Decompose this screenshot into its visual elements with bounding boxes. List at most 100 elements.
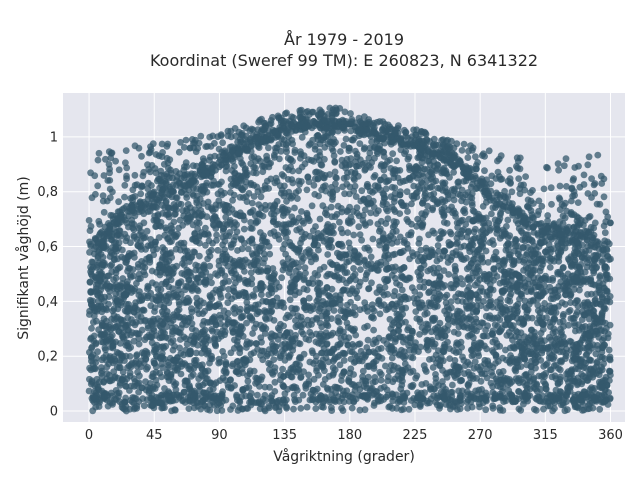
data-point xyxy=(506,378,513,385)
data-point xyxy=(512,327,519,334)
data-point xyxy=(151,360,158,367)
data-point xyxy=(584,259,591,266)
data-point xyxy=(335,318,342,325)
data-point xyxy=(428,248,435,255)
data-point xyxy=(594,253,601,260)
data-point xyxy=(199,361,206,368)
data-point xyxy=(319,357,326,364)
data-point xyxy=(345,377,352,384)
data-point xyxy=(317,152,324,159)
data-point xyxy=(209,215,216,222)
data-point xyxy=(235,370,242,377)
data-point xyxy=(356,140,363,147)
data-point xyxy=(142,378,149,385)
data-point xyxy=(470,256,477,263)
data-point xyxy=(361,299,368,306)
data-point xyxy=(328,332,335,339)
data-point xyxy=(603,287,610,294)
data-point xyxy=(111,316,118,323)
data-point xyxy=(543,386,550,393)
data-point xyxy=(254,392,261,399)
data-point xyxy=(132,303,139,310)
data-point xyxy=(196,234,203,241)
data-point xyxy=(340,329,347,336)
data-point xyxy=(502,272,509,279)
data-point xyxy=(157,301,164,308)
data-point xyxy=(474,307,481,314)
data-point xyxy=(313,339,320,346)
data-point xyxy=(150,373,157,380)
data-point xyxy=(99,373,106,380)
data-point xyxy=(431,386,438,393)
data-point xyxy=(247,313,254,320)
data-point xyxy=(393,158,400,165)
data-point xyxy=(328,213,335,220)
data-point xyxy=(487,239,494,246)
data-point xyxy=(495,263,502,270)
data-point xyxy=(101,294,108,301)
data-point xyxy=(330,370,337,377)
data-point xyxy=(285,139,292,146)
data-point xyxy=(344,170,351,177)
data-point xyxy=(341,368,348,375)
data-point xyxy=(350,232,357,239)
data-point xyxy=(87,288,94,295)
data-point xyxy=(370,236,377,243)
data-point xyxy=(525,281,532,288)
data-point xyxy=(276,236,283,243)
data-point xyxy=(434,283,441,290)
data-point xyxy=(266,251,273,258)
data-point xyxy=(299,258,306,265)
data-point xyxy=(328,204,335,211)
data-point xyxy=(288,176,295,183)
data-point xyxy=(238,159,245,166)
data-point xyxy=(193,295,200,302)
data-point xyxy=(361,305,368,312)
data-point xyxy=(567,238,574,245)
data-point xyxy=(458,377,465,384)
data-point xyxy=(219,241,226,248)
data-point xyxy=(119,247,126,254)
data-point xyxy=(317,140,324,147)
data-point xyxy=(123,290,130,297)
data-point xyxy=(159,320,166,327)
data-point xyxy=(277,182,284,189)
data-point xyxy=(120,334,127,341)
data-point xyxy=(589,386,596,393)
data-point xyxy=(503,357,510,364)
data-point xyxy=(94,292,101,299)
data-point xyxy=(202,242,209,249)
data-point xyxy=(202,225,209,232)
data-point xyxy=(203,180,210,187)
data-point xyxy=(321,345,328,352)
data-point xyxy=(159,343,166,350)
data-point xyxy=(486,292,493,299)
data-point xyxy=(389,150,396,157)
data-point xyxy=(175,241,182,248)
data-point xyxy=(377,259,384,266)
data-point xyxy=(334,250,341,257)
data-point xyxy=(574,278,581,285)
data-point xyxy=(497,372,504,379)
data-point xyxy=(274,198,281,205)
data-point xyxy=(352,351,359,358)
data-point xyxy=(440,213,447,220)
data-point xyxy=(361,167,368,174)
data-point xyxy=(213,237,220,244)
data-point xyxy=(492,321,499,328)
data-point xyxy=(397,249,404,256)
data-point xyxy=(541,300,548,307)
data-point xyxy=(127,344,134,351)
data-point xyxy=(163,297,170,304)
data-point xyxy=(343,136,350,143)
data-point xyxy=(486,220,493,227)
data-point xyxy=(106,272,113,279)
data-point xyxy=(431,230,438,237)
data-point xyxy=(90,259,97,266)
data-point xyxy=(497,209,504,216)
data-point xyxy=(590,341,597,348)
data-point xyxy=(327,349,334,356)
data-point xyxy=(352,148,359,155)
data-point xyxy=(113,266,120,273)
